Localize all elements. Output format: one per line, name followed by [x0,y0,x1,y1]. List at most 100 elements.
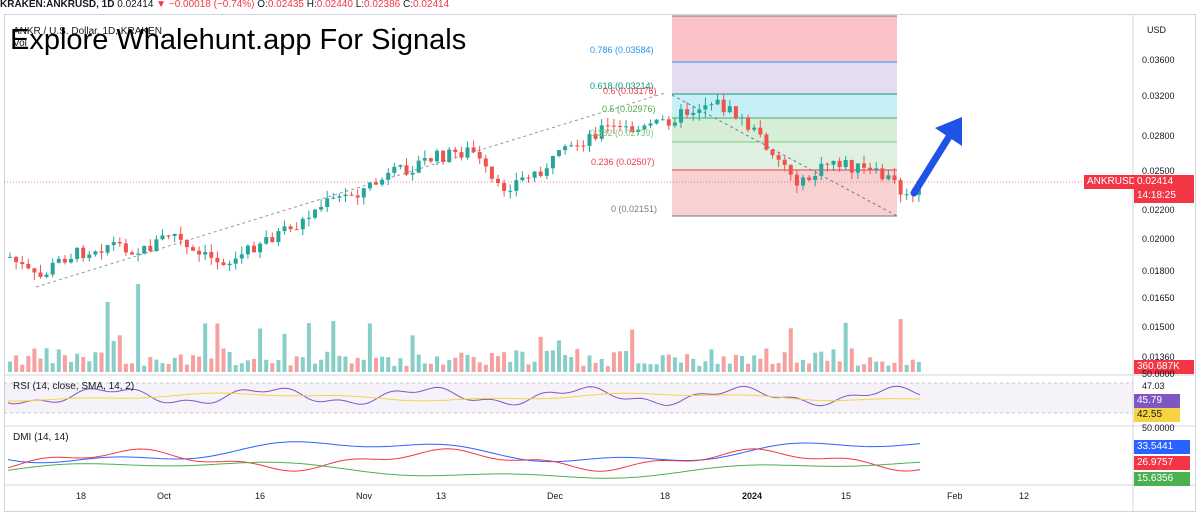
candle-body[interactable] [801,177,805,186]
candle-body[interactable] [892,175,897,181]
candle-body[interactable] [544,168,549,176]
trend-line[interactable] [35,92,666,288]
candle-body[interactable] [130,252,134,255]
candle-body[interactable] [862,163,866,168]
candle-body[interactable] [349,194,354,196]
candle-body[interactable] [142,245,147,254]
candle-body[interactable] [489,166,494,179]
candle-body[interactable] [624,126,629,128]
candle-body[interactable] [563,146,568,151]
candle-body[interactable] [386,172,391,180]
candle-body[interactable] [56,258,61,263]
candle-body[interactable] [520,177,525,181]
candle-body[interactable] [203,251,208,255]
candle-body[interactable] [422,158,427,161]
candle-body[interactable] [788,164,793,175]
candle-body[interactable] [184,239,189,248]
candle-body[interactable] [581,145,586,147]
candle-body[interactable] [343,194,348,197]
candle-body[interactable] [453,149,458,153]
candle-body[interactable] [843,159,848,168]
candle-body[interactable] [813,175,818,181]
candle-body[interactable] [465,147,470,158]
candle-body[interactable] [697,109,702,113]
dmi-legend[interactable]: DMI (14, 14) [13,432,69,443]
candle-body[interactable] [306,217,311,219]
candle-body[interactable] [483,158,488,167]
candle-body[interactable] [904,194,909,196]
candle-body[interactable] [764,134,769,150]
candle-body[interactable] [740,117,744,119]
candle-body[interactable] [282,226,287,232]
candle-body[interactable] [691,112,696,115]
candle-body[interactable] [117,242,122,244]
candle-body[interactable] [111,242,116,246]
candle-body[interactable] [868,167,873,170]
candle-body[interactable] [99,251,104,253]
candle-body[interactable] [654,119,659,124]
candle-body[interactable] [526,177,531,179]
candle-body[interactable] [319,206,324,210]
candle-body[interactable] [160,235,165,240]
candle-body[interactable] [587,133,592,146]
candle-body[interactable] [374,182,378,185]
candle-body[interactable] [14,256,19,263]
candle-body[interactable] [770,149,775,156]
candle-body[interactable] [81,247,86,259]
candle-body[interactable] [367,182,372,189]
candle-body[interactable] [252,245,256,253]
candle-body[interactable] [32,268,37,273]
candle-body[interactable] [758,127,763,135]
candle-body[interactable] [435,150,439,162]
candle-body[interactable] [874,168,879,170]
candle-body[interactable] [87,254,92,259]
candle-body[interactable] [819,163,824,176]
candle-body[interactable] [715,99,720,105]
candle-body[interactable] [325,198,330,207]
candle-body[interactable] [660,119,665,121]
candle-body[interactable] [331,197,336,199]
symbol-price-tag[interactable]: ANKRUSD [1084,175,1139,189]
candle-body[interactable] [727,106,732,113]
candle-body[interactable] [123,243,128,253]
candle-body[interactable] [532,171,537,178]
candle-body[interactable] [721,99,726,113]
candle-body[interactable] [288,226,293,230]
candle-body[interactable] [227,263,232,266]
fib-retracement[interactable] [671,15,898,217]
candle-body[interactable] [441,150,446,162]
candle-body[interactable] [898,180,903,195]
candle-body[interactable] [666,119,671,126]
candle-body[interactable] [38,272,43,277]
candle-body[interactable] [886,175,891,180]
candle-body[interactable] [62,258,67,263]
candle-body[interactable] [837,161,842,168]
candle-body[interactable] [636,129,641,133]
candle-body[interactable] [50,262,55,275]
rsi-legend[interactable]: RSI (14, close, SMA, 14, 2) [13,381,135,392]
candle-body[interactable] [398,165,403,167]
candle-body[interactable] [679,109,683,123]
candle-body[interactable] [313,209,317,218]
chart-frame[interactable] [4,14,1196,512]
candle-body[interactable] [685,109,690,115]
candle-body[interactable] [154,239,159,252]
candle-body[interactable] [807,177,812,181]
candle-body[interactable] [404,165,409,175]
candle-body[interactable] [361,188,366,198]
candle-body[interactable] [447,149,452,162]
candle-body[interactable] [599,125,604,139]
symbol-name[interactable]: KRAKEN:ANKRUSD, 1D [0,0,115,10]
candle-body[interactable] [703,105,708,110]
candle-body[interactable] [215,257,220,263]
candle-body[interactable] [508,190,513,192]
candle-body[interactable] [172,233,177,237]
candle-body[interactable] [477,152,482,159]
candle-body[interactable] [245,245,250,255]
candle-body[interactable] [20,262,25,265]
candle-body[interactable] [8,256,12,258]
candle-body[interactable] [611,125,616,127]
currency-label[interactable]: USD [1147,25,1167,35]
candle-body[interactable] [276,231,281,243]
candle-body[interactable] [416,160,421,173]
